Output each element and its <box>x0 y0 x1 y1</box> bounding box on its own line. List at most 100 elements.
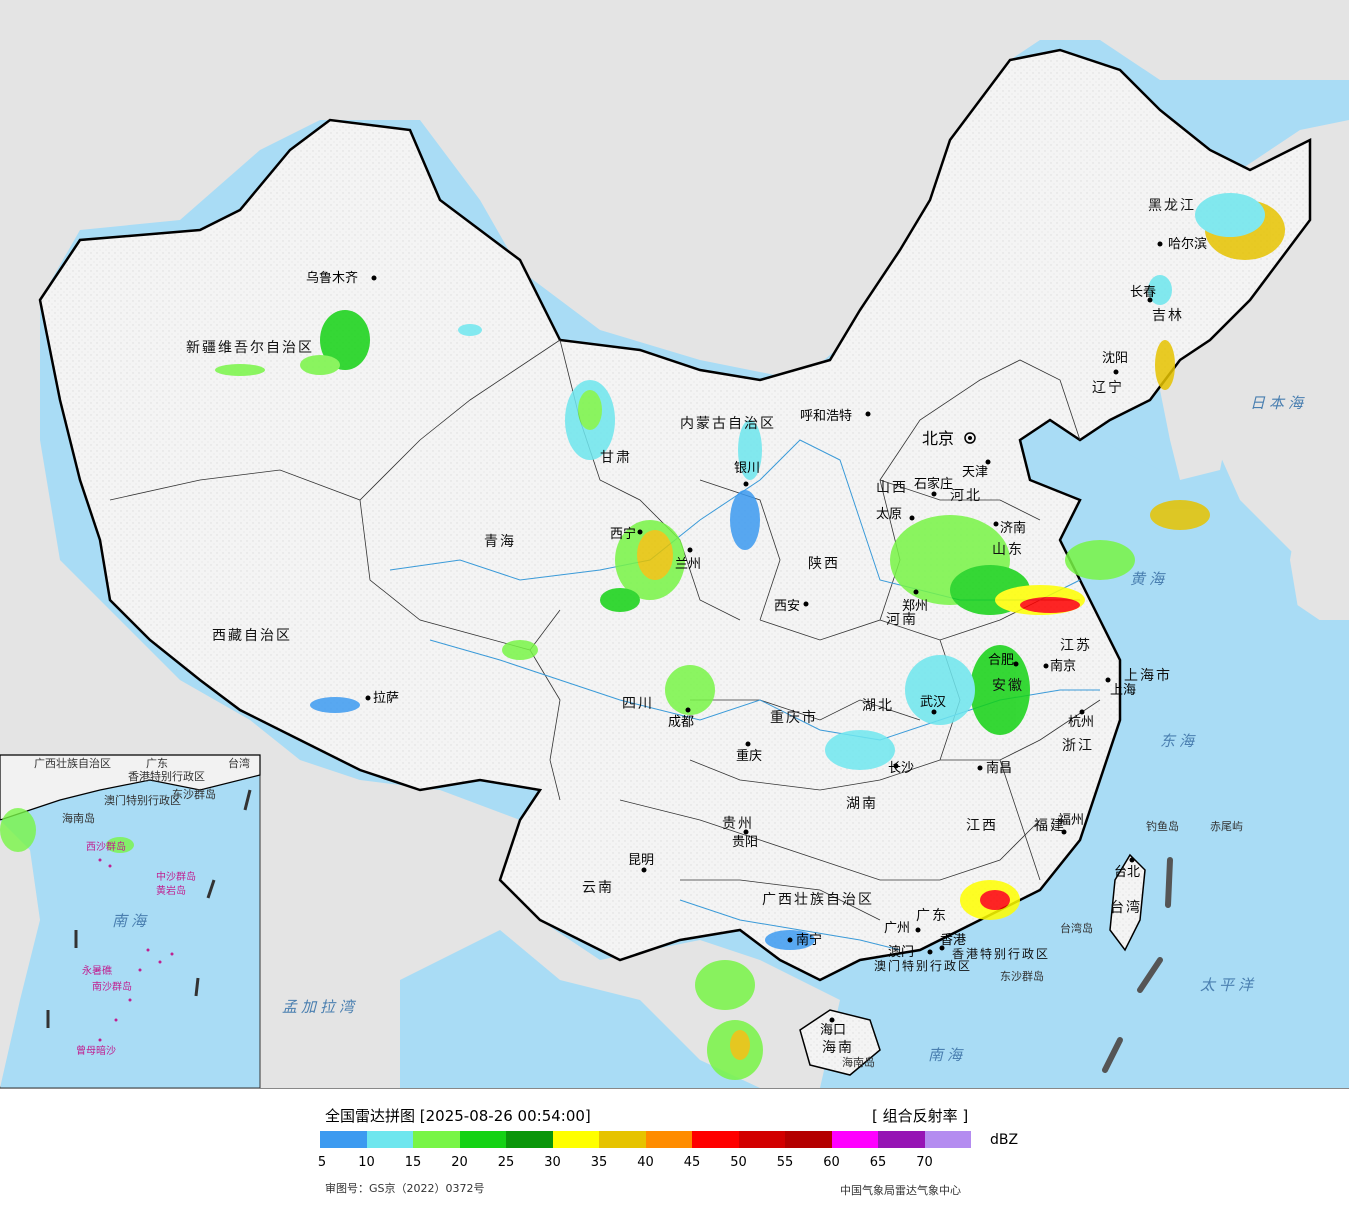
svg-text:香港特别行政区: 香港特别行政区 <box>128 769 205 783</box>
svg-text:云南: 云南 <box>582 880 614 896</box>
svg-text:海口: 海口 <box>820 1023 846 1038</box>
svg-text:台湾: 台湾 <box>1110 899 1142 916</box>
svg-text:浙江: 浙江 <box>1062 738 1094 754</box>
svg-text:南沙群岛: 南沙群岛 <box>92 980 132 993</box>
radar-map: 北京 乌鲁木齐 拉萨 西宁 兰州 银川 呼和浩特 太原 石家庄 天津 济南 郑州… <box>0 0 1349 1088</box>
svg-text:青海: 青海 <box>484 534 516 550</box>
svg-text:陕西: 陕西 <box>808 556 840 572</box>
svg-text:昆明: 昆明 <box>628 853 654 868</box>
color-swatch <box>924 1131 971 1148</box>
svg-text:西沙群岛: 西沙群岛 <box>86 840 126 853</box>
svg-text:河北: 河北 <box>950 488 982 504</box>
svg-text:四川: 四川 <box>622 696 654 712</box>
svg-text:黄岩岛: 黄岩岛 <box>156 884 186 897</box>
color-swatch <box>599 1131 646 1148</box>
svg-text:山东: 山东 <box>992 542 1024 558</box>
svg-text:内蒙古自治区: 内蒙古自治区 <box>680 416 776 432</box>
svg-text:重庆: 重庆 <box>736 748 762 764</box>
publisher: 中国气象局雷达气象中心 <box>840 1184 961 1197</box>
svg-text:台湾: 台湾 <box>228 756 250 770</box>
legend-title: 全国雷达拼图 [2025-08-26 00:54:00] <box>325 1107 591 1125</box>
svg-text:赤尾屿: 赤尾屿 <box>1210 820 1243 833</box>
color-swatch <box>785 1131 832 1148</box>
svg-text:天津: 天津 <box>962 465 988 480</box>
svg-text:贵州: 贵州 <box>722 816 754 832</box>
svg-text:重庆市: 重庆市 <box>770 709 818 726</box>
taiwan-island <box>1109 853 1146 952</box>
svg-text:西安: 西安 <box>774 599 800 614</box>
color-swatch <box>645 1131 692 1148</box>
svg-text:济南: 济南 <box>1000 520 1026 536</box>
svg-text:广东: 广东 <box>146 757 168 770</box>
svg-text:南昌: 南昌 <box>986 760 1012 776</box>
svg-text:广西壮族自治区: 广西壮族自治区 <box>34 756 111 770</box>
province-borders <box>109 339 1101 921</box>
color-swatch <box>831 1131 878 1148</box>
color-scale-tick: 10 <box>358 1155 375 1170</box>
color-swatch <box>506 1131 553 1148</box>
svg-text:南京: 南京 <box>1050 658 1076 674</box>
svg-text:上海: 上海 <box>1110 683 1136 698</box>
svg-text:山西: 山西 <box>876 480 908 496</box>
svg-text:福州: 福州 <box>1058 813 1084 828</box>
sea-inner <box>840 440 1349 1088</box>
svg-text:海南岛: 海南岛 <box>842 1055 875 1069</box>
color-scale-tick: 65 <box>869 1155 887 1170</box>
color-swatch <box>459 1131 506 1148</box>
svg-text:银川: 银川 <box>734 461 760 476</box>
svg-text:石家庄: 石家庄 <box>914 476 953 492</box>
svg-text:广东: 广东 <box>916 908 948 924</box>
svg-text:湖北: 湖北 <box>862 698 894 714</box>
color-scale-tick: 35 <box>590 1155 608 1170</box>
svg-text:甘肃: 甘肃 <box>600 450 632 466</box>
svg-text:湖南: 湖南 <box>846 796 878 812</box>
south-china-sea-inset: 广西壮族自治区 广东 台湾 香港特别行政区 澳门特别行政区 东沙群岛 海南岛 西… <box>0 754 261 1088</box>
svg-text:东沙群岛: 东沙群岛 <box>1000 969 1044 983</box>
color-scale-tick: 30 <box>544 1155 561 1170</box>
color-swatch <box>552 1131 599 1148</box>
svg-text:南海: 南海 <box>928 1046 966 1064</box>
svg-text:乌鲁木齐: 乌鲁木齐 <box>306 270 358 286</box>
svg-text:澳门: 澳门 <box>888 944 914 960</box>
color-swatch <box>738 1131 785 1148</box>
boundary-dashes <box>1102 857 1173 1073</box>
neighbour-land <box>0 0 1349 1088</box>
svg-text:孟加拉湾: 孟加拉湾 <box>282 998 358 1016</box>
color-scale-tick: 45 <box>683 1155 701 1170</box>
svg-text:广州: 广州 <box>884 921 910 936</box>
color-scale-tick: 15 <box>404 1155 422 1170</box>
svg-text:武汉: 武汉 <box>920 695 946 710</box>
color-scale-tick: 50 <box>730 1155 747 1170</box>
svg-text:成都: 成都 <box>668 715 694 730</box>
svg-text:西藏自治区: 西藏自治区 <box>212 628 292 644</box>
svg-text:黑龙江: 黑龙江 <box>1148 198 1196 214</box>
svg-text:上海市: 上海市 <box>1124 667 1172 684</box>
svg-text:兰州: 兰州 <box>675 557 701 572</box>
city-labels: 北京 乌鲁木齐 拉萨 西宁 兰州 银川 呼和浩特 太原 石家庄 天津 济南 郑州… <box>306 236 1207 1038</box>
svg-text:西宁: 西宁 <box>610 526 636 542</box>
hainan-island <box>799 1009 881 1076</box>
svg-text:江苏: 江苏 <box>1060 638 1092 654</box>
svg-text:永暑礁: 永暑礁 <box>82 964 112 977</box>
svg-text:河南: 河南 <box>886 612 918 628</box>
color-scale-tick: 20 <box>451 1155 468 1170</box>
svg-text:贵阳: 贵阳 <box>732 835 758 850</box>
color-scale-tick: 5 <box>317 1155 327 1170</box>
radar-echoes <box>215 193 1285 1080</box>
svg-text:郑州: 郑州 <box>902 599 928 614</box>
svg-text:安徽: 安徽 <box>992 678 1024 694</box>
svg-text:东沙群岛: 东沙群岛 <box>172 787 216 801</box>
province-labels: 新疆维吾尔自治区 西藏自治区 青海 甘肃 内蒙古自治区 黑龙江 吉林 辽宁 河北… <box>186 198 1196 1056</box>
color-swatch <box>413 1131 460 1148</box>
china-land <box>38 48 1312 982</box>
svg-text:香港特别行政区: 香港特别行政区 <box>952 946 1050 961</box>
sea-labels: 日本海 黄海 东海 太平洋 南海 孟加拉湾 <box>282 394 1307 1064</box>
svg-text:日本海: 日本海 <box>1250 394 1307 412</box>
approval-number: 审图号：GS京（2022）0372号 <box>325 1182 485 1195</box>
island-labels: 钓鱼岛 赤尾屿 台湾岛 东沙群岛 海南岛 <box>842 819 1243 1069</box>
svg-text:台北: 台北 <box>1114 865 1140 880</box>
svg-text:南海: 南海 <box>112 912 150 930</box>
svg-text:中沙群岛: 中沙群岛 <box>156 870 196 883</box>
svg-text:福建: 福建 <box>1034 818 1066 834</box>
svg-text:杭州: 杭州 <box>1068 715 1094 730</box>
